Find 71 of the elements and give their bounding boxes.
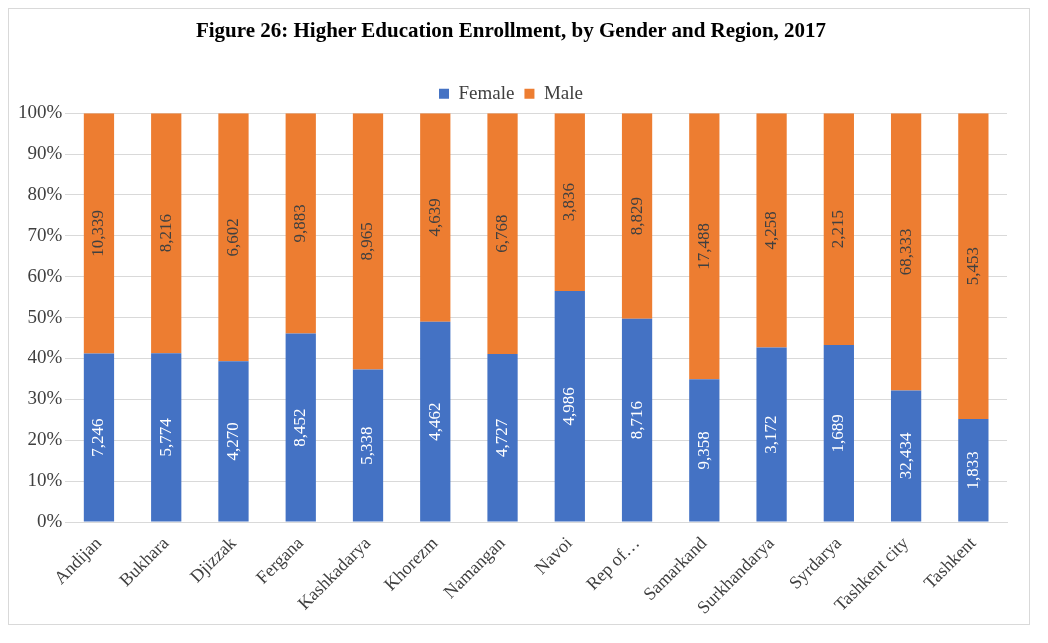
- annotation: 5,774: [155, 417, 175, 457]
- annotation: 8,965: [357, 222, 377, 261]
- annotation: 8,829: [626, 196, 646, 236]
- annotation: 8,452: [290, 408, 310, 447]
- y-tick-label: 30%: [27, 387, 63, 409]
- annotation: 1,689: [828, 414, 848, 453]
- annotation: 8,716: [626, 401, 646, 440]
- legend-label: Female: [458, 81, 515, 103]
- annotation: 4,639: [424, 198, 444, 237]
- bar: [958, 113, 989, 420]
- annotation: 17,488: [693, 222, 713, 270]
- bar: [487, 113, 518, 355]
- annotation: 6,768: [492, 214, 511, 253]
- bar: [890, 113, 922, 391]
- annotation: 4,270: [222, 422, 242, 461]
- bar: [689, 379, 720, 522]
- bar: [890, 390, 922, 522]
- y-tick-label: 70%: [27, 223, 63, 245]
- bar: [823, 113, 854, 346]
- bar: [151, 113, 182, 354]
- bar: [756, 113, 787, 348]
- bar: [83, 353, 115, 522]
- x-tick-label: Rep of…: [582, 532, 644, 594]
- bar: [958, 419, 989, 522]
- y-tick-label: 80%: [27, 182, 63, 204]
- bar: [285, 113, 316, 334]
- annotation: 9,358: [693, 431, 713, 470]
- bar: [352, 113, 384, 370]
- annotation: 4,986: [559, 387, 579, 426]
- annotation: 68,333: [895, 228, 915, 276]
- bar: [218, 113, 249, 362]
- bar: [621, 318, 653, 522]
- annotation: 2,215: [828, 209, 848, 249]
- bar: [83, 113, 115, 354]
- y-tick-label: 20%: [27, 428, 63, 450]
- bar: [420, 321, 451, 522]
- annotation: 4,258: [761, 211, 781, 250]
- annotation: 4,462: [424, 402, 444, 441]
- y-tick-label: 50%: [27, 305, 63, 327]
- y-tick-label: 40%: [27, 346, 63, 368]
- legend-label: Male: [543, 81, 583, 103]
- y-tick-label: 100%: [18, 101, 63, 123]
- annotation: 7,246: [88, 418, 108, 457]
- annotation: 8,216: [155, 214, 175, 253]
- annotation: 32,434: [895, 432, 915, 480]
- annotation: 3,172: [761, 415, 781, 454]
- bar: [151, 353, 182, 522]
- bar: [756, 347, 787, 522]
- annotation: 10,339: [88, 210, 108, 257]
- bar: [689, 113, 720, 380]
- bar: [352, 369, 384, 522]
- chart-title: Figure 26: Higher Education Enrollment, by Gender and Region, 2017: [195, 18, 827, 43]
- annotation: 9,883: [290, 204, 310, 243]
- bar: [218, 361, 249, 522]
- bar: [621, 113, 653, 319]
- annotation: 3,836: [559, 183, 579, 222]
- bar: [554, 291, 585, 522]
- bar: [487, 354, 518, 522]
- annotation: 4,727: [492, 418, 511, 457]
- annotation: 5,338: [357, 426, 377, 465]
- annotation: 5,453: [962, 246, 982, 286]
- y-tick-label: 90%: [27, 142, 63, 164]
- bar: [554, 113, 585, 292]
- annotation: 1,833: [962, 451, 982, 490]
- bar: [420, 113, 451, 322]
- bar: [823, 345, 854, 522]
- annotation: 6,602: [222, 218, 242, 257]
- y-tick-label: 10%: [27, 469, 63, 491]
- y-tick-label: 0%: [37, 510, 63, 532]
- y-tick-label: 60%: [27, 264, 63, 286]
- bar: [285, 333, 316, 522]
